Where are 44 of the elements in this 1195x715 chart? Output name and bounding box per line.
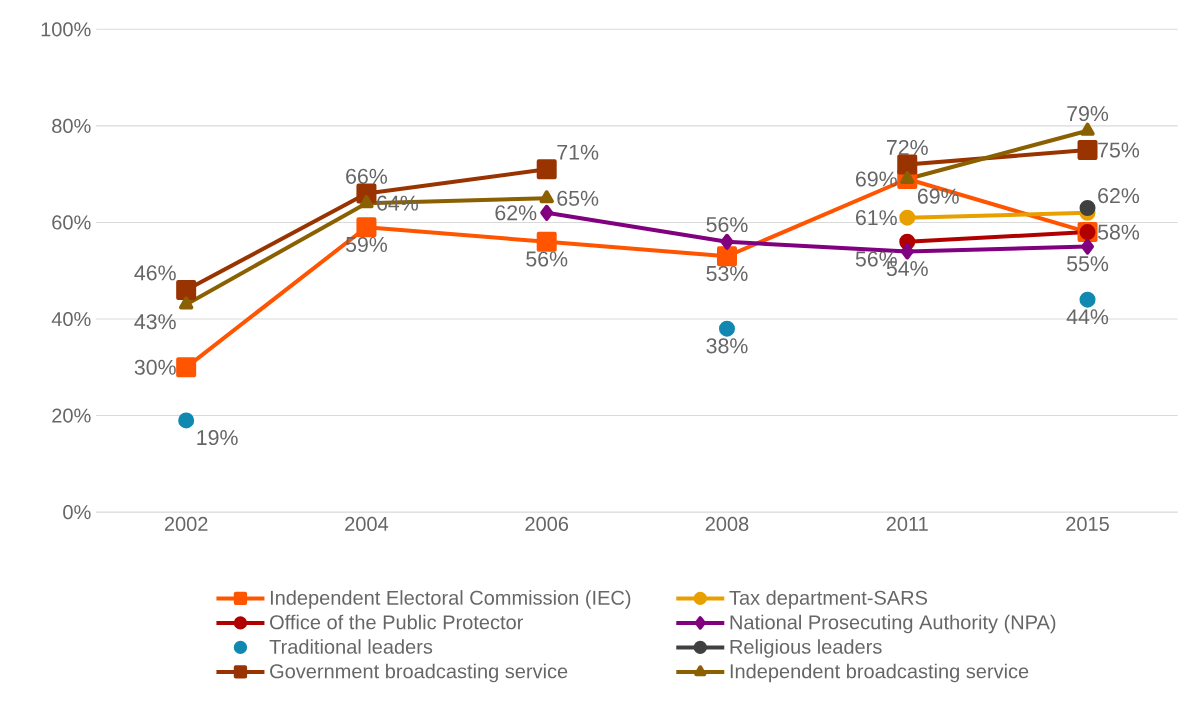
data-label: 46% xyxy=(134,265,176,281)
data-label: 56% xyxy=(526,251,568,267)
data-label: 69% xyxy=(917,188,959,204)
x-tick-label: 2004 xyxy=(345,516,389,532)
x-tick-label: 2011 xyxy=(886,516,928,532)
data-label: 61% xyxy=(856,210,897,226)
data-label: 30% xyxy=(134,359,176,375)
data-label: 79% xyxy=(1067,106,1109,122)
data-label: 62% xyxy=(1098,188,1140,204)
legend-label: Religious leaders xyxy=(730,639,882,658)
data-label: 58% xyxy=(1097,224,1140,240)
data-label: 72% xyxy=(886,139,928,155)
y-tick-label: 0% xyxy=(63,505,91,520)
x-tick-label: 2002 xyxy=(164,516,208,532)
data-label: 43% xyxy=(134,314,176,330)
y-tick-label: 60% xyxy=(52,215,91,230)
y-tick-label: 40% xyxy=(51,311,91,327)
data-label: 56% xyxy=(706,217,748,233)
legend-label: Independent broadcasting service xyxy=(730,663,1029,683)
y-tick-label: 80% xyxy=(52,118,91,134)
legend-label: Government broadcasting service xyxy=(270,663,568,683)
data-label: 38% xyxy=(706,338,748,354)
data-label: 19% xyxy=(197,430,238,446)
data-label: 65% xyxy=(557,190,599,206)
data-label: 55% xyxy=(1067,256,1109,272)
y-tick-label: 100% xyxy=(41,22,91,37)
data-label: 53% xyxy=(706,265,748,282)
data-label: 66% xyxy=(346,168,388,184)
legend-label: Traditional leaders xyxy=(269,639,433,654)
data-label: 44% xyxy=(1066,309,1109,325)
legend-label: Office of the Public Protector xyxy=(270,614,524,630)
data-label: 59% xyxy=(345,236,388,253)
y-tick-label: 20% xyxy=(52,408,91,423)
x-tick-label: 2015 xyxy=(1066,516,1109,532)
data-label: 62% xyxy=(495,205,537,221)
data-label: 64% xyxy=(377,195,418,211)
data-label: 71% xyxy=(557,144,599,160)
x-tick-label: 2006 xyxy=(525,516,569,532)
data-label: 69% xyxy=(856,171,897,187)
data-label: 75% xyxy=(1098,142,1140,158)
legend-label: Tax department-SARS xyxy=(729,590,928,609)
x-tick-label: 2008 xyxy=(705,516,749,532)
legend-label: National Prosecuting Authority (NPA) xyxy=(730,614,1056,634)
legend-label: Independent Electoral Commission (IEC) xyxy=(270,590,631,609)
